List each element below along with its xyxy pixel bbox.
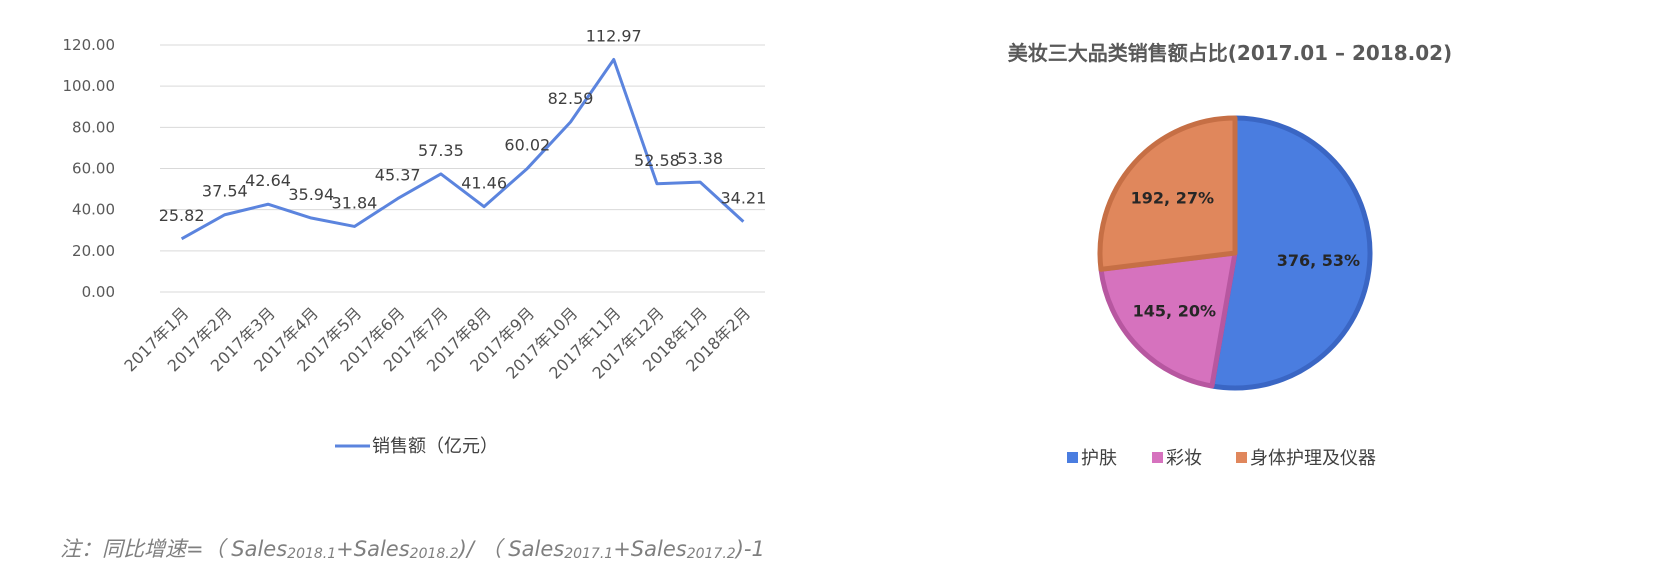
legend-label-彩妆: 彩妆 <box>1166 448 1202 469</box>
note-mid-3: +Sales <box>613 537 687 561</box>
legend-swatch-彩妆 <box>1152 452 1163 463</box>
legend-label: 销售额（亿元） <box>372 436 498 457</box>
data-label: 35.94 <box>288 185 334 204</box>
note-suffix: )-1 <box>736 537 765 561</box>
y-tick-label: 0.00 <box>82 283 115 301</box>
pie-chart: 美妆三大品类销售额占比(2017.01 – 2018.02) 376, 53% 14… <box>1008 41 1452 469</box>
note-sub-1: 2018.1 <box>287 546 336 562</box>
legend-swatch-护肤 <box>1067 452 1078 463</box>
y-tick-label: 40.00 <box>72 201 115 219</box>
note-prefix: 注：同比增速=（ Sales <box>60 537 287 561</box>
line-chart: 0.00 20.00 40.00 60.00 80.00 100.00 120.00 25.8… <box>63 26 767 457</box>
y-tick-label: 20.00 <box>72 242 115 260</box>
data-label: 112.97 <box>586 26 642 45</box>
pie-title: 美妆三大品类销售额占比(2017.01 – 2018.02) <box>1008 41 1452 65</box>
legend-label-身体护理及仪器: 身体护理及仪器 <box>1250 448 1376 469</box>
data-label: 45.37 <box>375 166 421 185</box>
y-tick-label: 100.00 <box>63 77 116 95</box>
data-label: 41.46 <box>461 174 507 193</box>
data-label: 60.02 <box>504 135 550 154</box>
data-label: 53.38 <box>677 149 723 168</box>
pie-data-label: 192, 27% <box>1131 189 1214 208</box>
data-label: 42.64 <box>245 171 291 190</box>
y-tick-label: 60.00 <box>72 160 115 178</box>
note-mid-2: )/ （ Sales <box>459 537 565 561</box>
data-label: 57.35 <box>418 141 464 160</box>
growth-rate-note: 注：同比增速=（ Sales2018.1+Sales2018.2)/ （ Sal… <box>60 533 765 563</box>
y-tick-label: 120.00 <box>63 36 116 54</box>
note-sub-3: 2017.1 <box>564 546 613 562</box>
y-tick-label: 80.00 <box>72 118 115 136</box>
pie-data-label: 145, 20% <box>1133 302 1216 321</box>
data-label: 25.82 <box>159 206 205 225</box>
data-label: 34.21 <box>720 189 766 208</box>
note-sub-2: 2018.2 <box>410 546 459 562</box>
data-label: 31.84 <box>332 193 378 212</box>
legend-label-护肤: 护肤 <box>1081 448 1117 469</box>
legend-swatch-身体护理及仪器 <box>1236 452 1247 463</box>
note-sub-4: 2017.2 <box>687 546 736 562</box>
pie-data-label: 376, 53% <box>1277 251 1360 270</box>
data-label: 82.59 <box>548 89 594 108</box>
note-mid-1: +Sales <box>336 537 410 561</box>
data-label: 52.58 <box>634 151 680 170</box>
data-label: 37.54 <box>202 182 248 201</box>
